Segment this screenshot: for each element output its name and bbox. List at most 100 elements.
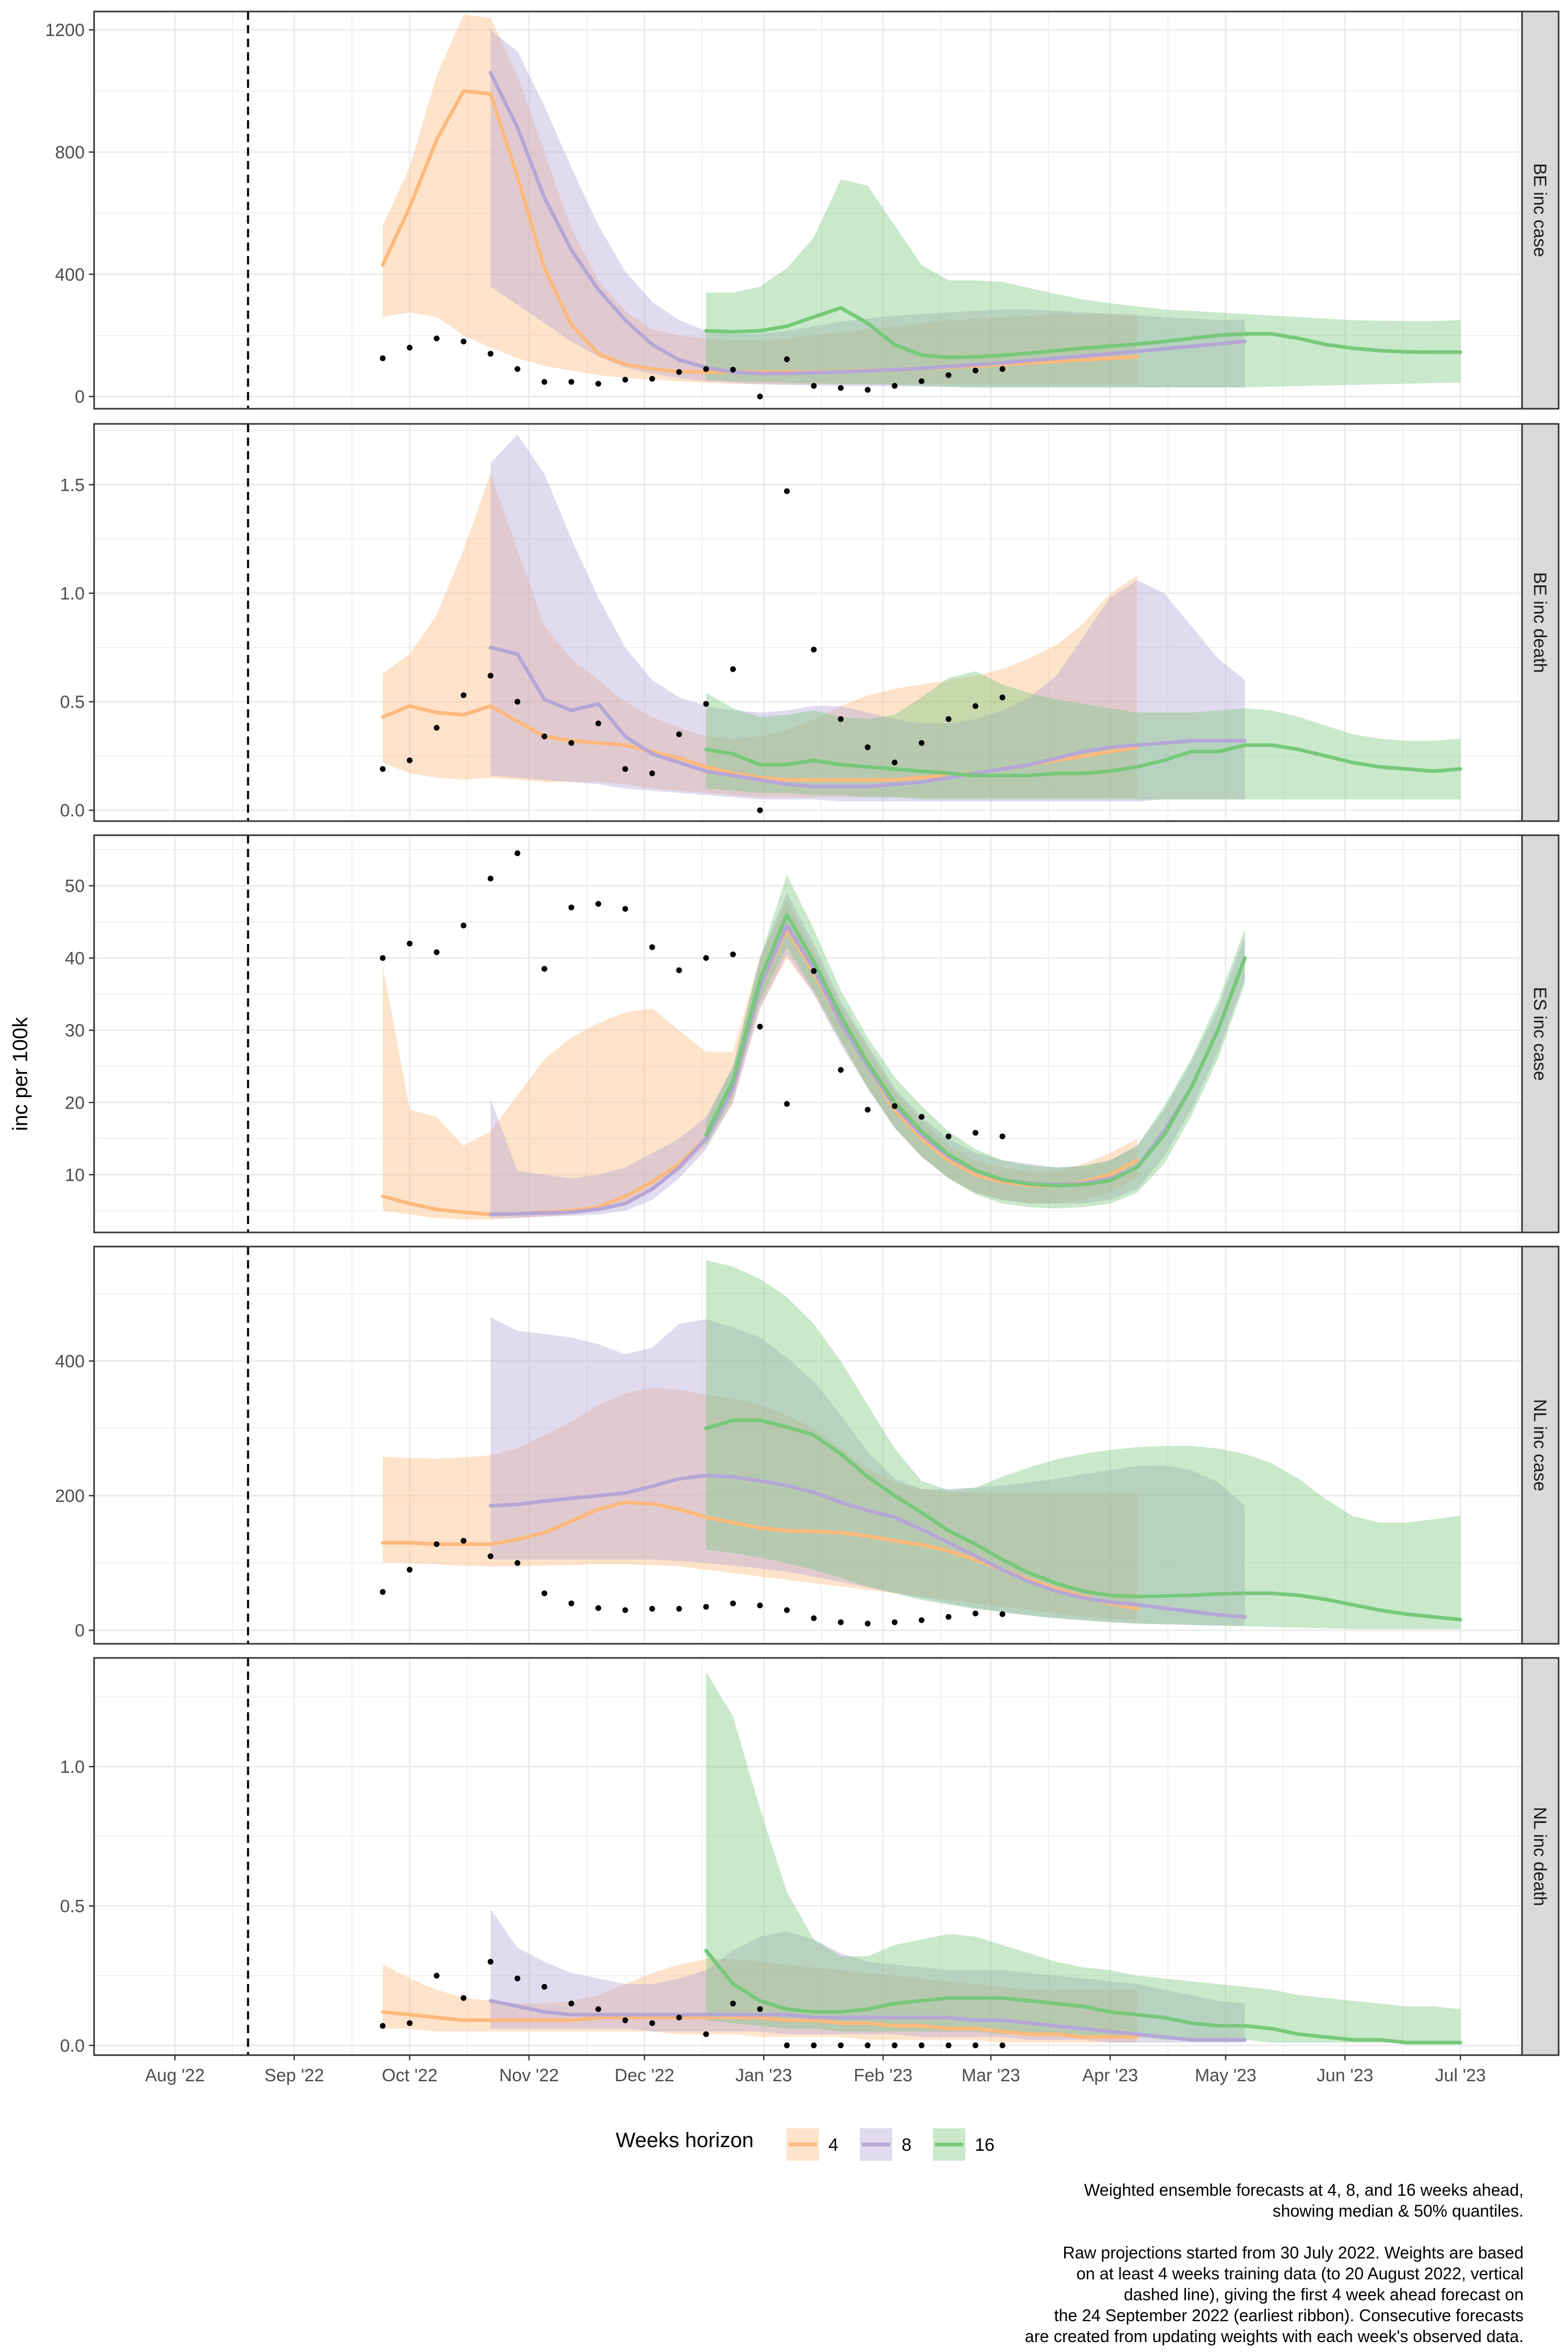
facet-strip [1521, 1246, 1560, 1645]
observed-point [622, 906, 628, 912]
ribbon-4 [383, 14, 1137, 385]
panel: 0 200 400 NL inc case [55, 1246, 1560, 1645]
observed-point [864, 2042, 871, 2048]
observed-point [568, 379, 574, 385]
panel-background [94, 1658, 1522, 2055]
panel-background [94, 11, 1522, 409]
observed-point [811, 2042, 817, 2048]
caption-line: on at least 4 weeks training data (to 20… [1076, 2264, 1524, 2283]
x-tick-label: Apr '23 [1082, 2066, 1138, 2085]
observed-point [703, 701, 709, 707]
observed-point [972, 1610, 978, 1617]
observed-point [407, 1566, 413, 1573]
observed-point [622, 1607, 628, 1613]
observed-point [433, 724, 440, 731]
median-line-8 [489, 1999, 1247, 2042]
observed-point [460, 338, 467, 344]
observed-point [730, 666, 736, 672]
legend-label-4: 4 [828, 2135, 838, 2155]
observed-point [864, 744, 871, 751]
observed-point [784, 356, 790, 362]
y-tick-label: 400 [55, 1352, 85, 1371]
observed-point [972, 703, 978, 709]
caption-line: Weighted ensemble forecasts at 4, 8, and… [1084, 2181, 1524, 2199]
observed-point [946, 1133, 952, 1139]
observed-point [460, 1538, 467, 1544]
ribbon-8 [490, 1317, 1245, 1626]
median-line-8 [489, 71, 1247, 376]
observed-point [676, 369, 682, 375]
y-tick-label: 1.0 [60, 584, 85, 604]
observed-point [918, 378, 925, 384]
y-tick-label: 50 [65, 877, 85, 896]
observed-point [946, 372, 952, 378]
observed-point [999, 2042, 1006, 2048]
observed-point [757, 394, 763, 400]
x-tick-label: Aug '22 [145, 2066, 205, 2085]
observed-point [946, 716, 952, 722]
caption-line: Raw projections started from 30 July 202… [1063, 2243, 1524, 2262]
observed-point [676, 967, 682, 973]
x-tick-label: May '23 [1195, 2066, 1256, 2085]
observed-point [541, 1984, 548, 1990]
observed-point [433, 949, 440, 955]
observed-point [595, 2006, 602, 2012]
observed-point [595, 901, 602, 907]
observed-point [703, 366, 709, 372]
y-tick-label: 0 [75, 387, 85, 407]
facet-strip-label: NL inc death [1530, 1807, 1550, 1906]
observed-point [838, 2042, 844, 2048]
observed-point [999, 1611, 1006, 1617]
x-tick-label: Feb '23 [854, 2066, 912, 2085]
x-tick-label: Jan '23 [735, 2066, 792, 2085]
facet-strip [1521, 1657, 1560, 2056]
x-tick-label: Nov '22 [499, 2066, 559, 2085]
y-tick-label: 10 [65, 1165, 85, 1185]
observed-point [730, 366, 736, 373]
y-tick-label: 0 [75, 1621, 85, 1641]
caption: Weighted ensemble forecasts at 4, 8, and… [1025, 2180, 1524, 2347]
observed-point [892, 2042, 898, 2048]
observed-point [676, 731, 682, 737]
observed-point [999, 1133, 1006, 1139]
observed-point [838, 716, 844, 722]
observed-point [568, 1600, 574, 1607]
observed-point [460, 1995, 467, 2001]
median-line-16 [704, 306, 1462, 360]
facet-strip [1521, 834, 1560, 1233]
x-axis: Aug '22 Sep '22 Oct '22 Nov '22 Dec '22 Jan '… [145, 2055, 1486, 2085]
observed-point [488, 1958, 493, 1965]
observed-point [407, 2020, 413, 2026]
facet-strip [1521, 10, 1560, 410]
observed-point [946, 1614, 952, 1620]
y-tick-label: 20 [65, 1093, 85, 1113]
observed-point [568, 904, 574, 910]
observed-point [864, 1620, 871, 1627]
observed-point [460, 923, 467, 929]
observed-point [918, 1617, 925, 1623]
observed-point [649, 770, 655, 777]
median-line-8 [489, 1473, 1247, 1619]
observed-point [892, 1103, 898, 1109]
observed-point [568, 2000, 574, 2007]
observed-point [379, 1589, 386, 1595]
observed-point [595, 1605, 602, 1611]
facet-strip-label: BE inc death [1530, 572, 1550, 673]
ribbon-16 [706, 1260, 1461, 1629]
observed-point [676, 2014, 682, 2021]
observed-point [703, 1604, 709, 1610]
observed-point [488, 673, 493, 679]
observed-point [595, 720, 602, 727]
median-line-16 [704, 913, 1247, 1187]
observed-point [892, 759, 898, 766]
observed-point [999, 366, 1006, 372]
ribbon-4 [383, 900, 1137, 1220]
y-tick-label: 400 [55, 265, 85, 285]
observed-point [946, 2042, 952, 2048]
observed-point [811, 383, 817, 389]
observed-point [541, 733, 548, 740]
x-tick-label: Mar '23 [962, 2066, 1020, 2085]
observed-point [972, 1129, 978, 1136]
observed-point [433, 1541, 440, 1547]
